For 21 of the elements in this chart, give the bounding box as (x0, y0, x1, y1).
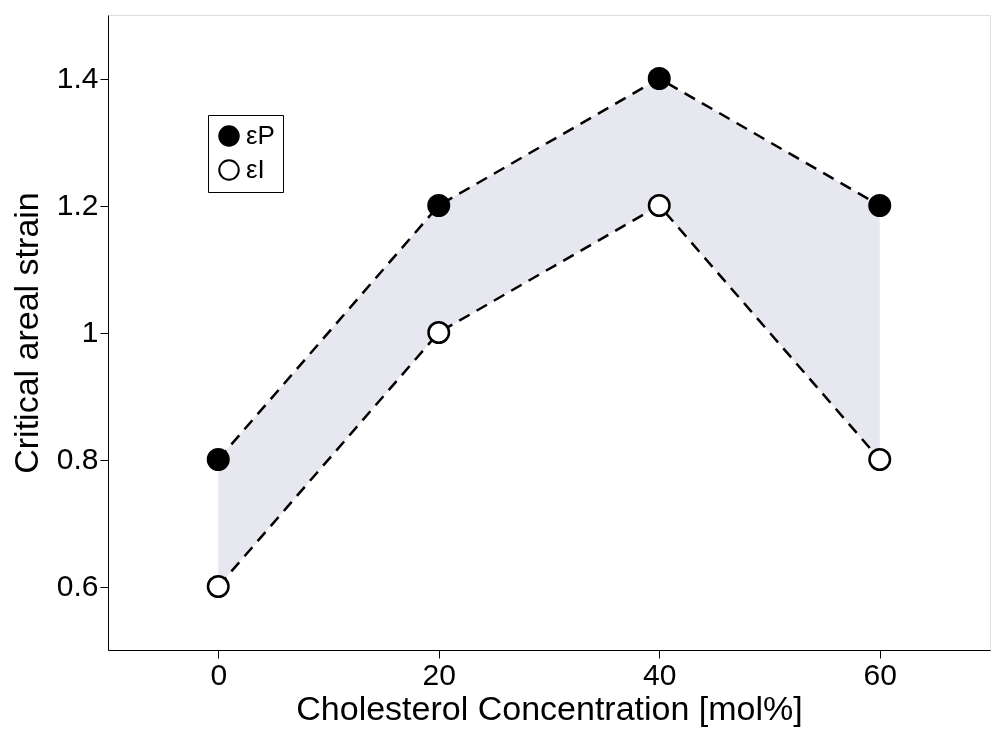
x-axis-title: Cholesterol Concentration [mol%] (296, 688, 803, 727)
legend-label: εP (246, 120, 275, 150)
point (206, 448, 230, 471)
x-tick-label: 20 (422, 657, 456, 691)
x-tick-label: 40 (643, 657, 677, 691)
point (427, 194, 451, 217)
point (868, 448, 892, 471)
point (868, 194, 892, 217)
point (206, 575, 230, 598)
legend-label: εI (246, 154, 265, 184)
point (647, 67, 671, 90)
y-tick-label: 1.2 (56, 188, 99, 221)
y-tick-label: 0.8 (56, 442, 99, 475)
x-tick-label: 0 (210, 657, 228, 691)
y-tick-label: 1 (81, 315, 99, 348)
y-tick-label: 0.6 (56, 569, 99, 602)
y-axis-title: Critical areal strain (6, 192, 45, 474)
point (647, 194, 671, 217)
point (427, 321, 451, 344)
y-tick-label: 1.4 (56, 61, 99, 94)
x-tick-label: 60 (863, 657, 897, 691)
